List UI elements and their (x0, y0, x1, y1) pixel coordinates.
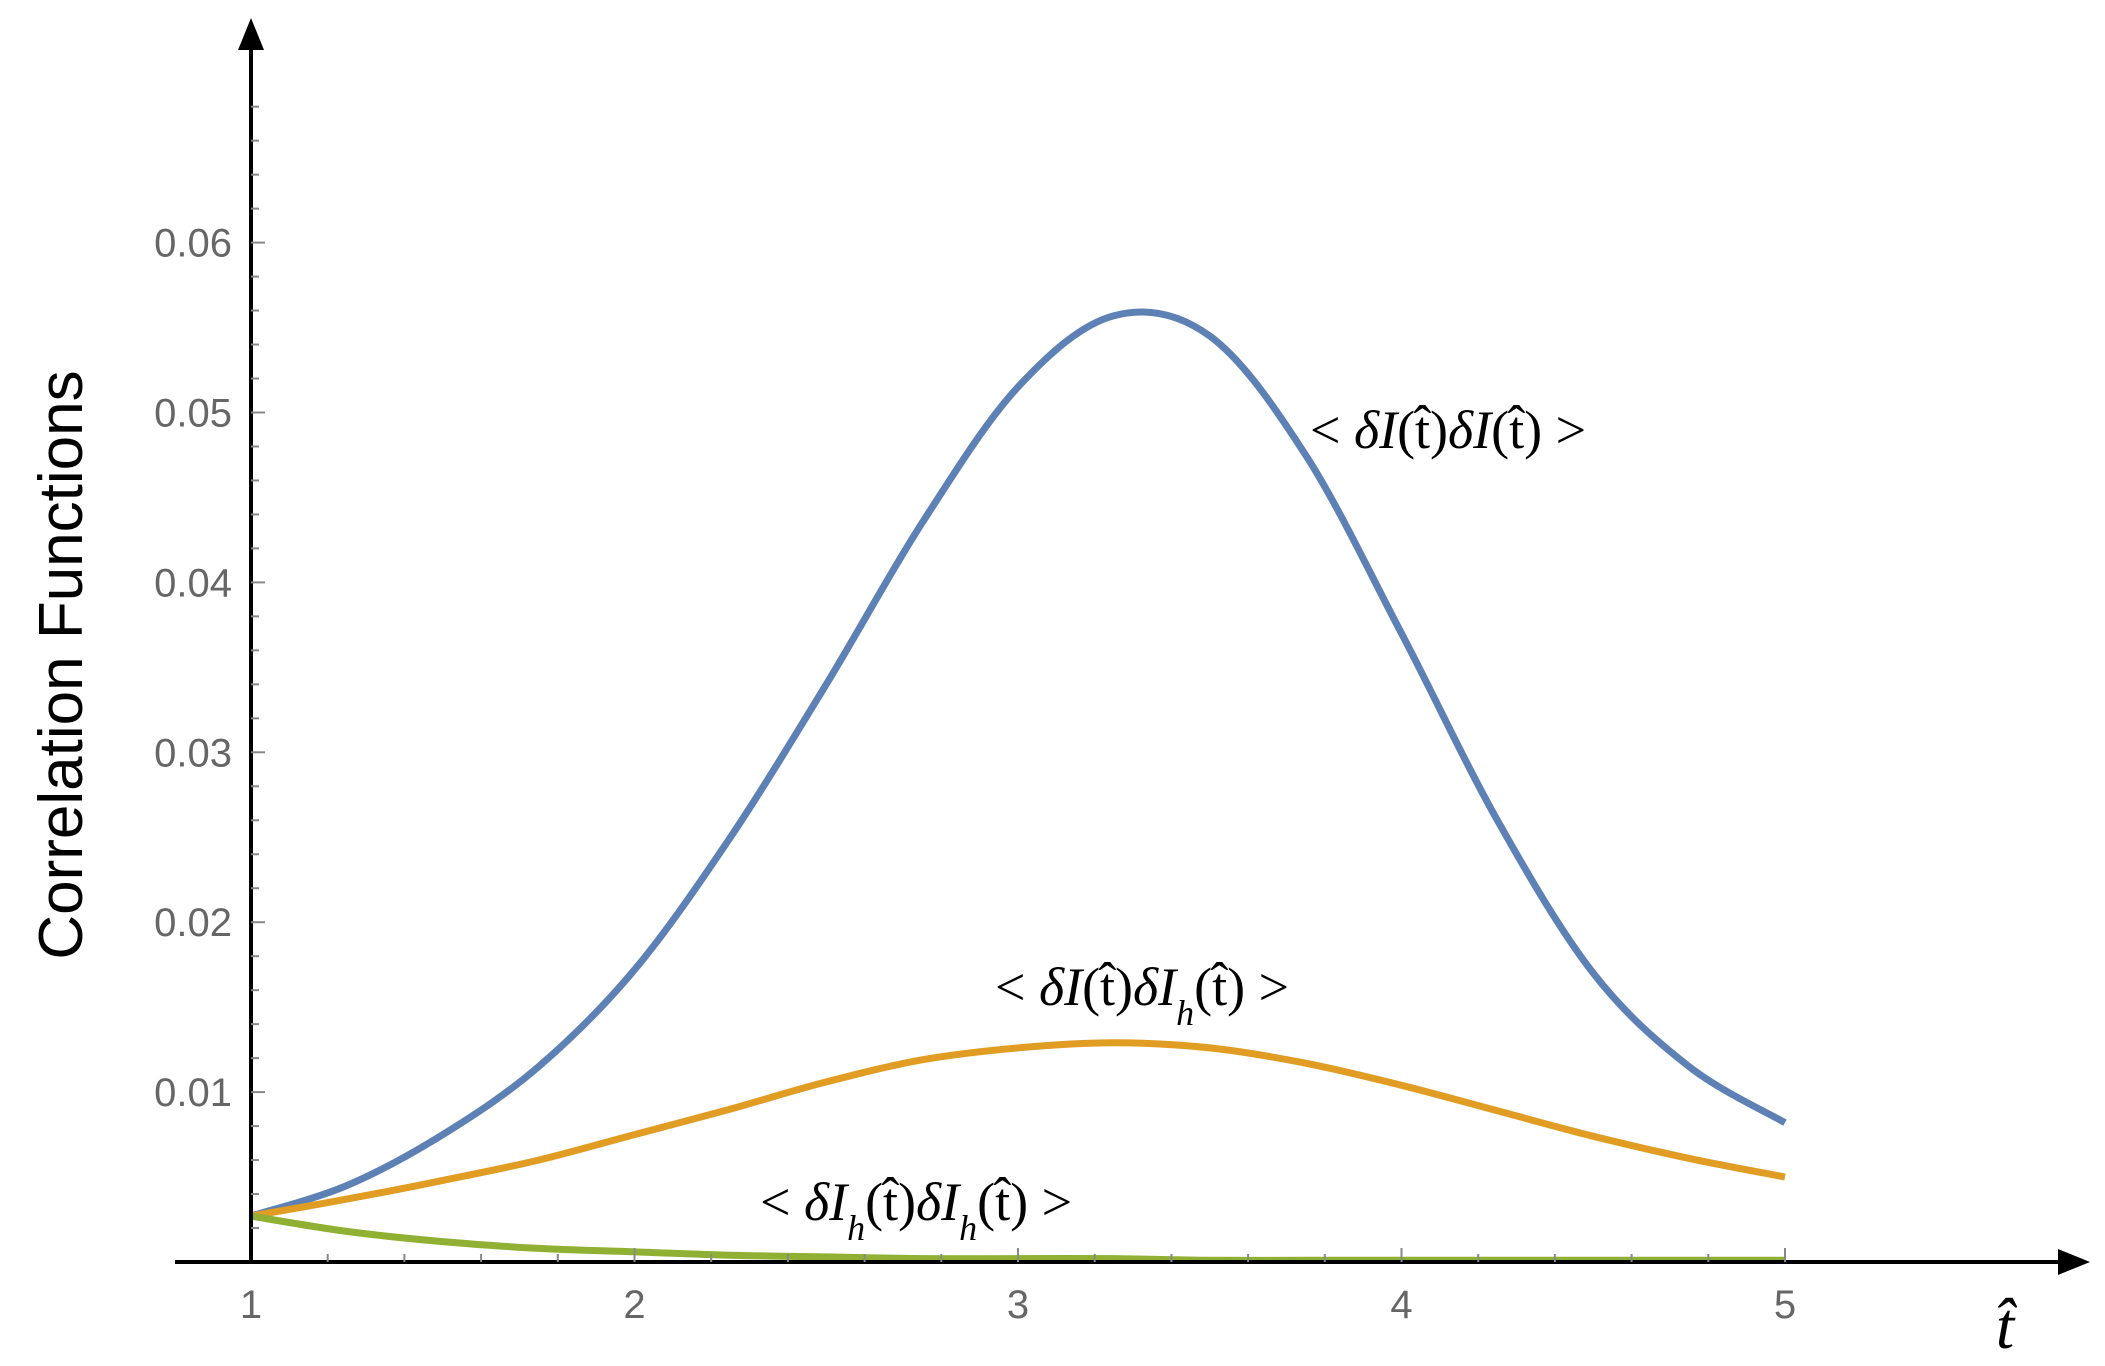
series-line-1 (249, 308, 1787, 1220)
series-labels-group: < δI(t̂)δI(t̂) > < δI(t̂)δIh(t̂) > < δIh(t… (760, 400, 1586, 1248)
x-tick-label: 2 (623, 1283, 645, 1327)
series-label-2: < δI(t̂)δIh(t̂) > (995, 957, 1289, 1033)
y-tick-label: 0.06 (154, 222, 232, 266)
y-axis-arrowhead (238, 18, 264, 50)
x-tick-label: 4 (1390, 1283, 1412, 1327)
axes-group (175, 18, 2090, 1275)
x-axis-label: t̂ (1996, 1290, 2018, 1363)
y-tick-label: 0.02 (154, 901, 232, 945)
y-tick-label: 0.03 (154, 731, 232, 775)
series-label-1: < δI(t̂)δI(t̂) > (1310, 400, 1586, 460)
x-tick-label: 5 (1774, 1283, 1796, 1327)
y-tick-label: 0.01 (154, 1071, 232, 1115)
tick-labels-group: 1 2 3 4 5 0.01 0.02 0.03 0.04 0.05 0.06 (154, 222, 1796, 1327)
x-tick-label: 3 (1007, 1283, 1029, 1327)
x-axis-arrowhead (2058, 1249, 2090, 1275)
series-line-2 (250, 1039, 1786, 1220)
y-tick-label: 0.05 (154, 392, 232, 436)
series-label-3: < δIh(t̂)δIh(t̂) > (760, 1172, 1072, 1248)
ticks-group (251, 105, 1786, 1262)
x-tick-label: 1 (240, 1283, 262, 1327)
y-axis-label: Correlation Functions (27, 370, 96, 959)
y-tick-label: 0.04 (154, 561, 232, 605)
